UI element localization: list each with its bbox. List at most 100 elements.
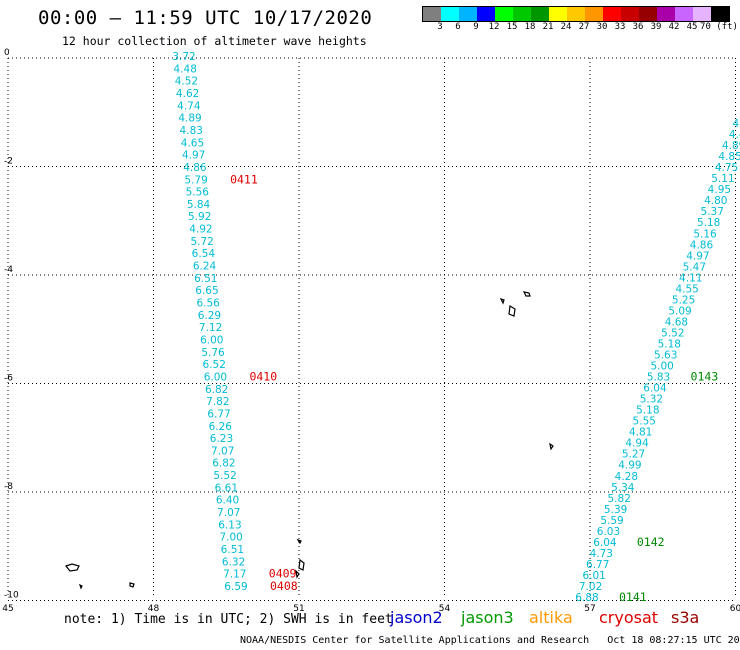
wave-height-value: 4.99: [618, 460, 641, 472]
wave-height-value: 5.16: [693, 228, 717, 240]
wave-height-value: 6.24: [193, 261, 217, 273]
color-swatch: [603, 7, 621, 21]
wave-height-value: 4.73: [590, 548, 613, 560]
wave-height-value: 4.92: [189, 224, 212, 236]
wave-height-value: 4.11: [679, 272, 702, 284]
wave-height-value: 5.11: [711, 173, 734, 185]
color-scale-label: 3: [437, 22, 443, 32]
color-swatch: [675, 7, 693, 21]
footer-credit: NOAA/NESDIS Center for Satellite Applica…: [240, 635, 740, 646]
color-swatch: [549, 7, 567, 21]
wave-height-value: 4.65: [181, 137, 204, 149]
wave-height-value: 5.18: [658, 338, 681, 350]
island-outline: [78, 583, 83, 590]
wave-height-value: 6.52: [203, 359, 226, 371]
color-swatch: [531, 7, 549, 21]
color-swatch: [567, 7, 585, 21]
time-label: 0143: [691, 370, 719, 384]
wave-height-value: 5.09: [668, 305, 691, 317]
color-scale-label: 18: [524, 22, 536, 32]
legend-item-jason2: jason2: [390, 608, 443, 627]
color-scale-label: 45: [686, 22, 698, 32]
y-tick-label: -8: [4, 482, 13, 492]
wave-height-value: 6.51: [194, 273, 217, 285]
legend-item-cryosat: cryosat: [599, 608, 659, 627]
time-label: 0142: [637, 535, 665, 549]
wave-height-value: 4.86: [690, 239, 714, 251]
wave-height-value: 6.26: [209, 421, 233, 433]
wave-height-value: 4.81: [629, 427, 652, 439]
color-scale-label: 27: [578, 22, 590, 32]
legend-item-jason3: jason3: [461, 608, 514, 627]
x-tick-label: 54: [439, 604, 451, 614]
y-tick-label: -4: [4, 265, 13, 275]
color-scale-label: 33: [614, 22, 626, 32]
color-swatch: [513, 7, 531, 21]
wave-height-value: 5.27: [622, 449, 645, 461]
wave-height-value: 6.01: [582, 570, 605, 582]
wave-height-value: 5.63: [654, 350, 677, 362]
time-label: 0411: [230, 172, 258, 186]
wave-height-value: 5.00: [650, 361, 673, 373]
wave-height-value: 4.48: [174, 63, 197, 75]
wave-height-value: 4.94: [625, 438, 649, 450]
color-swatch: [423, 7, 441, 21]
wave-height-value: 4.85: [718, 151, 740, 163]
color-scale-label: 9: [473, 22, 479, 32]
wave-height-value: 3.72: [172, 51, 195, 63]
island-outline: [522, 291, 531, 297]
wave-height-value: 4.68: [665, 316, 688, 328]
wave-height-value: 4.4: [729, 129, 740, 141]
wave-height-value: 5.92: [188, 211, 211, 223]
wave-height-value: 6.51: [221, 544, 244, 556]
legend-item-altika: altika: [529, 608, 573, 627]
color-scale-label: 6: [455, 22, 461, 32]
time-label: 0410: [249, 369, 277, 383]
color-swatch: [495, 7, 513, 21]
wave-height-value: 4.83: [180, 125, 203, 137]
time-label: 0409: [269, 567, 297, 581]
wave-height-value: 6.00: [200, 334, 223, 346]
color-scale-label: 30: [596, 22, 608, 32]
wave-height-value: 6.82: [212, 458, 235, 470]
island-outline: [499, 297, 505, 305]
wave-height-value: 5.72: [190, 236, 213, 248]
wave-height-value: 6.04: [643, 383, 667, 395]
wave-height-value: 5.52: [661, 327, 684, 339]
wave-height-value: 4.95: [708, 184, 731, 196]
wave-height-value: 6.82: [205, 384, 228, 396]
wave-height-value: 5.34: [611, 482, 635, 494]
wave-height-value: 5.18: [636, 405, 659, 417]
wave-height-value: 6.77: [586, 559, 609, 571]
wave-height-value: 6.29: [198, 310, 221, 322]
wave-height-value: 6.77: [207, 408, 230, 420]
map-subtitle: 12 hour collection of altimeter wave hei…: [62, 34, 367, 48]
wave-height-value: 5.39: [604, 504, 627, 516]
wave-height-value: 7.07: [217, 507, 240, 519]
wave-height-value: 4.97: [686, 250, 709, 262]
island-outline: [549, 442, 554, 451]
color-scale-label: 36: [632, 22, 644, 32]
wave-height-value: 6.59: [224, 581, 247, 593]
wave-height-value: 5.18: [697, 217, 720, 229]
color-scale-label: 42: [668, 22, 680, 32]
island-outline: [64, 563, 80, 572]
color-scale-label: 15: [506, 22, 518, 32]
wave-height-value: 6.32: [222, 556, 245, 568]
wave-height-value: 6.61: [215, 482, 238, 494]
wave-height-value: 5.56: [186, 187, 210, 199]
color-scale-label: 24: [560, 22, 572, 32]
wave-height-value: 7.17: [223, 569, 246, 581]
wave-height-value: 5.76: [201, 347, 225, 359]
wave-height-value: 4.74: [177, 100, 201, 112]
map-title: 00:00 – 11:59 UTC 10/17/2020: [38, 7, 373, 29]
wave-height-value: 4.28: [615, 471, 638, 483]
wave-height-value: 6.13: [218, 519, 241, 531]
time-label: 0408: [270, 579, 298, 593]
wave-height-value: 7.07: [211, 445, 234, 457]
y-tick-label: -10: [4, 591, 19, 601]
wave-height-value: 6.65: [195, 285, 218, 297]
wave-height-value: 6.40: [216, 495, 239, 507]
color-scale-label: 12: [488, 22, 500, 32]
color-swatch: [711, 7, 729, 21]
